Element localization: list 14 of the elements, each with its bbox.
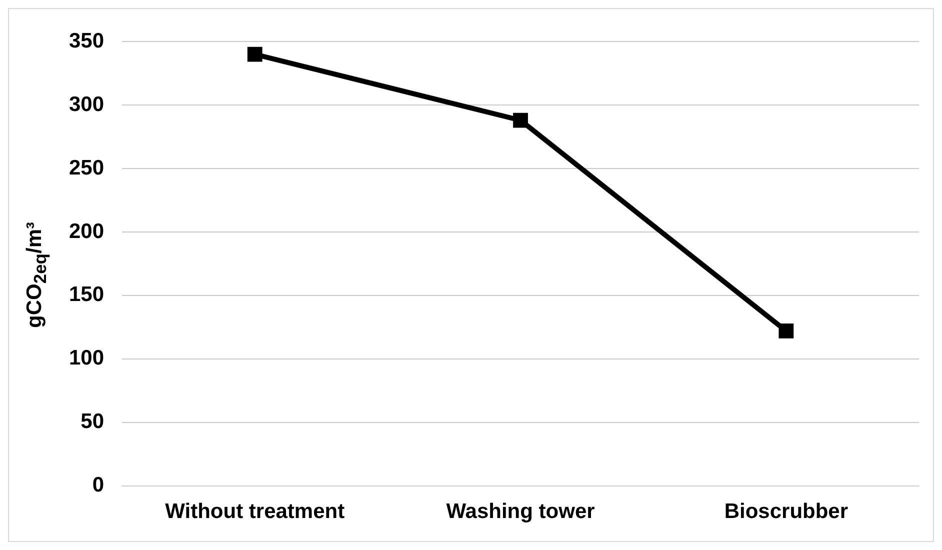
y-tick-label: 50 [80,410,104,434]
y-tick-label: 350 [68,29,104,52]
y-tick-label: 200 [68,220,104,243]
x-tick-label: Washing tower [446,500,595,524]
point [778,324,794,338]
point [247,46,262,62]
y-tick-label: 150 [68,283,104,306]
x-tick-label: Without treatment [165,500,345,524]
x-tick-label: Bioscrubber [724,500,848,524]
y-tick-label: 250 [68,156,104,180]
point [513,112,528,128]
y-tick-label: 100 [68,346,104,370]
y-tick-label: 0 [92,474,104,497]
y-tick-label: 300 [68,92,104,116]
